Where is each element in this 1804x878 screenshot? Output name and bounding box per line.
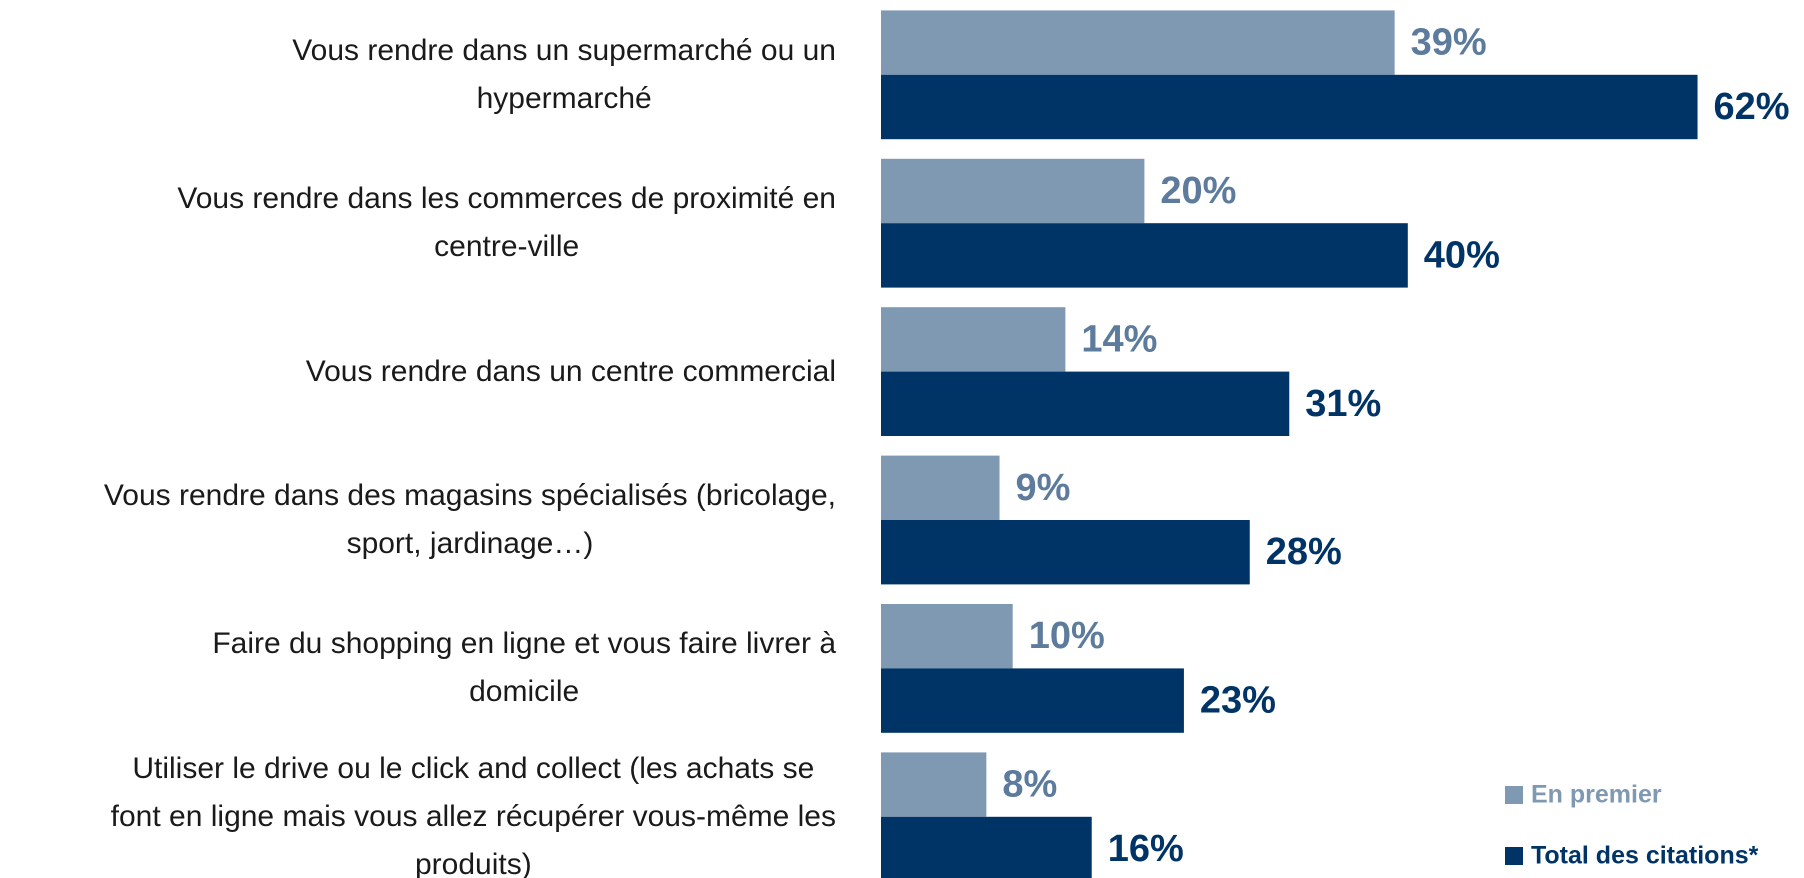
- category-label: Vous rendre dans un supermarché ou un hy…: [292, 33, 836, 115]
- bar: [881, 604, 1013, 669]
- value-label: 28%: [1266, 531, 1342, 573]
- bar: [881, 455, 1000, 520]
- bar: [881, 223, 1408, 288]
- bar: [881, 307, 1066, 372]
- bar: [881, 10, 1395, 75]
- value-label: 8%: [1002, 764, 1057, 806]
- bar: [881, 668, 1184, 733]
- bar: [881, 816, 1092, 878]
- legend-swatch: [1505, 786, 1523, 804]
- value-label: 23%: [1200, 680, 1276, 722]
- value-label: 62%: [1714, 86, 1790, 128]
- value-label: 40%: [1424, 234, 1500, 276]
- bar: [881, 520, 1250, 585]
- bar: [881, 158, 1145, 224]
- category-label: Faire du shopping en ligne et vous faire…: [212, 627, 836, 709]
- bar: [881, 371, 1290, 436]
- bar: [881, 74, 1698, 140]
- legend-swatch: [1505, 847, 1523, 865]
- legend-label: Total des citations*: [1531, 842, 1759, 870]
- category-label: Vous rendre dans les commerces de proxim…: [177, 182, 836, 264]
- value-label: 9%: [1016, 467, 1071, 509]
- bar: [881, 752, 987, 817]
- value-label: 14%: [1081, 318, 1157, 360]
- value-label: 31%: [1305, 383, 1381, 425]
- category-label: Utiliser le drive ou le click and collec…: [110, 751, 836, 878]
- legend-label: En premier: [1531, 781, 1662, 809]
- value-label: 20%: [1160, 170, 1236, 212]
- category-label: Vous rendre dans des magasins spécialisé…: [103, 479, 836, 560]
- value-label: 16%: [1108, 828, 1184, 870]
- category-label: Vous rendre dans un centre commercial: [305, 354, 836, 388]
- value-label: 10%: [1029, 615, 1105, 657]
- value-label: 39%: [1411, 22, 1487, 64]
